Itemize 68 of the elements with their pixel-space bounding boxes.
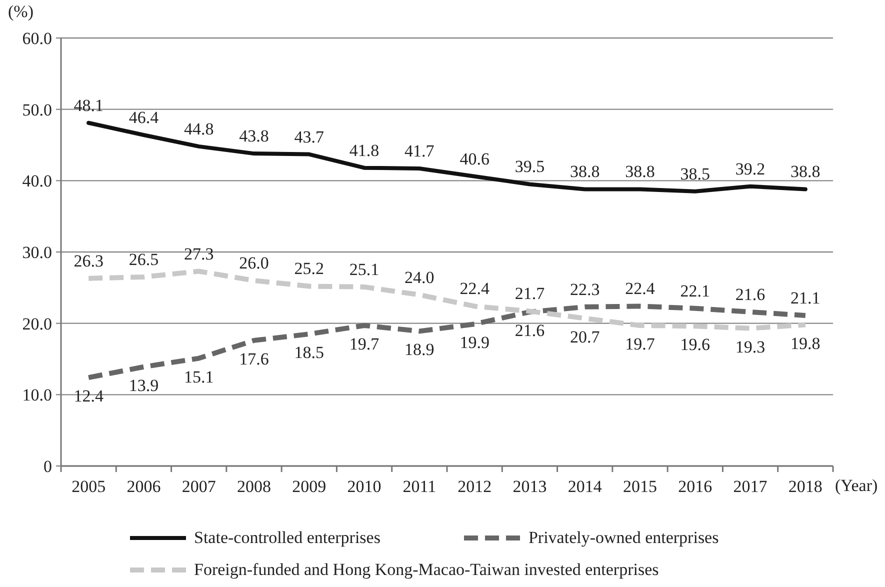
data-label: 40.6: [460, 149, 490, 168]
data-label: 22.1: [680, 281, 710, 300]
x-tick-label: 2014: [568, 477, 602, 496]
data-label: 26.5: [128, 250, 159, 269]
data-label: 19.3: [735, 337, 766, 356]
x-tick-label: 2011: [402, 477, 436, 496]
data-label: 18.9: [404, 340, 434, 360]
data-label: 21.6: [735, 284, 766, 304]
x-tick-label: 2010: [347, 477, 382, 496]
y-tick-label: 30.0: [22, 243, 52, 262]
data-label: 26.0: [239, 254, 269, 273]
data-label: 38.8: [625, 162, 655, 182]
data-label: 13.9: [128, 376, 159, 395]
data-label: 26.3: [74, 251, 104, 270]
x-tick-label: 2012: [458, 477, 492, 496]
data-label: 19.7: [625, 334, 656, 354]
data-label: 48.1: [74, 96, 104, 115]
data-label: 19.8: [790, 334, 820, 353]
x-tick-label: 2006: [126, 477, 161, 496]
x-tick-label: 2005: [72, 477, 106, 496]
y-tick-label: 50.0: [22, 100, 52, 120]
legend-label: Foreign-funded and Hong Kong-Macao-Taiwan invested enterprises: [194, 560, 659, 580]
data-label: 39.5: [514, 157, 545, 176]
y-tick-label: 0: [44, 457, 52, 476]
data-label: 41.7: [404, 142, 435, 161]
data-label: 43.7: [294, 127, 325, 146]
x-tick-label: 2018: [788, 477, 822, 496]
y-axis-title: (%): [8, 2, 34, 22]
data-label: 44.8: [184, 119, 214, 138]
x-tick-label: 2009: [292, 477, 326, 496]
data-label: 22.3: [570, 280, 600, 299]
data-label: 43.8: [239, 126, 269, 146]
legend-label: Privately-owned enterprises: [528, 528, 719, 548]
x-tick-label: 2015: [623, 477, 657, 496]
data-label: 19.9: [460, 333, 490, 352]
data-label: 19.6: [680, 335, 710, 354]
y-tick-label: 20.0: [22, 314, 52, 334]
data-label: 21.6: [514, 320, 545, 340]
data-label: 46.4: [128, 108, 160, 128]
x-axis-title: (Year): [835, 476, 878, 496]
data-label: 24.0: [404, 268, 434, 287]
data-label: 25.1: [349, 260, 380, 279]
data-label: 12.4: [74, 386, 104, 406]
y-tick-label: 10.0: [22, 386, 52, 405]
y-tick-label: 40.0: [22, 172, 52, 191]
data-label: 25.2: [294, 259, 324, 278]
legend-label: State-controlled enterprises: [194, 528, 380, 548]
data-label: 38.5: [680, 164, 710, 184]
data-label: 19.7: [349, 334, 380, 354]
x-tick-label: 2013: [512, 477, 547, 496]
data-label: 22.4: [460, 279, 490, 298]
x-tick-label: 2007: [182, 477, 216, 496]
data-label: 22.4: [625, 279, 656, 298]
data-label: 39.2: [735, 159, 766, 178]
x-tick-label: 2017: [733, 477, 768, 496]
x-tick-label: 2008: [237, 477, 271, 496]
data-label: 18.5: [294, 343, 324, 362]
data-label: 20.7: [570, 327, 600, 346]
data-label: 41.8: [349, 140, 380, 160]
data-label: 15.1: [184, 367, 214, 386]
y-tick-label: 60.0: [22, 29, 52, 48]
data-label: 17.6: [239, 349, 269, 368]
data-label: 38.8: [570, 162, 600, 182]
x-tick-label: 2016: [678, 477, 712, 496]
data-label: 27.3: [184, 244, 214, 264]
data-label: 38.8: [790, 162, 820, 182]
data-label: 21.7: [514, 284, 546, 304]
data-label: 21.1: [790, 288, 820, 308]
